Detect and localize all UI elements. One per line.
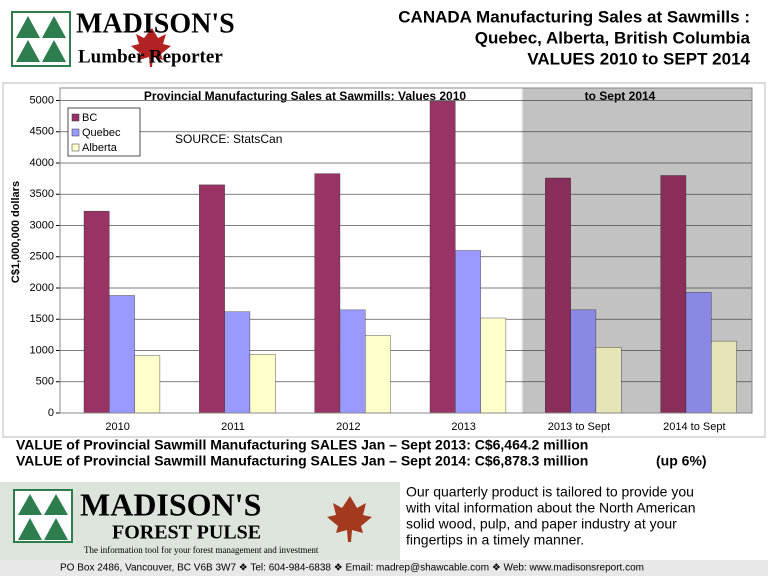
bar — [570, 309, 597, 414]
y-tick-label: 3500 — [30, 188, 54, 200]
legend-label: BC — [82, 112, 97, 124]
logo-name: MADISON'S — [76, 8, 235, 39]
bar — [314, 173, 341, 414]
bar — [480, 317, 507, 414]
banner-logo-name: MADISON'S — [80, 486, 261, 522]
bar — [711, 340, 737, 414]
banner-icon — [13, 489, 372, 543]
legend-label: Alberta — [82, 142, 118, 154]
legend-swatch — [71, 143, 80, 152]
y-tick-label: 500 — [36, 376, 54, 388]
legend-label: Quebec — [82, 127, 121, 139]
banner-blurb: solid wood, pulp, and paper industry at … — [406, 516, 677, 532]
x-tick-label: 2010 — [105, 421, 129, 433]
y-tick-label: 1500 — [30, 313, 54, 325]
banner-blurb: with vital information about the North A… — [405, 500, 695, 516]
note: VALUE of Provincial Sawmill Manufacturin… — [16, 453, 588, 469]
bar — [199, 184, 225, 414]
note: VALUE of Provincial Sawmill Manufacturin… — [16, 437, 588, 453]
banner-logo-tagline: The information tool for your forest man… — [84, 545, 319, 555]
y-tick-label: 4500 — [30, 126, 54, 138]
bar — [595, 347, 622, 414]
bar — [365, 335, 391, 414]
bar — [685, 292, 712, 414]
y-tick-label: 2000 — [30, 282, 54, 294]
x-tick-label: 2013 to Sept — [548, 421, 610, 433]
slide-title: Quebec, Alberta, British Columbia — [475, 28, 751, 47]
bar — [660, 175, 687, 414]
y-tick-label: 1000 — [30, 344, 54, 356]
legend-swatch — [71, 128, 80, 137]
x-tick-label: 2014 to Sept — [663, 421, 725, 433]
bar — [134, 355, 161, 414]
x-tick-label: 2012 — [336, 421, 360, 433]
legend-box — [67, 107, 141, 157]
note-change: (up 6%) — [656, 453, 707, 469]
footer-contact: PO Box 2486, Vancouver, BC V6B 3W7 ❖ Tel… — [60, 563, 644, 574]
plot-border — [59, 87, 753, 414]
source-note: SOURCE: StatsCan — [175, 132, 282, 146]
footer-bg — [0, 560, 768, 576]
header-logo — [11, 11, 171, 67]
banner-logo-product: FOREST PULSE — [112, 522, 261, 544]
x-tick-label: 2013 — [451, 421, 475, 433]
bar — [224, 311, 251, 414]
legend-swatch — [71, 113, 80, 122]
y-axis-label: C$1,000,000 dollars — [10, 181, 22, 283]
bar — [455, 250, 481, 414]
x-tick-label: 2011 — [221, 421, 245, 433]
bar — [339, 309, 366, 414]
bar — [109, 295, 135, 414]
chart-subtitle: to Sept 2014 — [585, 89, 656, 103]
bar — [83, 210, 110, 414]
y-tick-label: 3000 — [30, 219, 54, 231]
banner-blurb: fingertips in a timely manner. — [406, 532, 584, 548]
y-tick-label: 2500 — [30, 251, 54, 263]
y-tick-label: 0 — [48, 407, 54, 419]
bar — [249, 354, 276, 414]
shade-overlay — [521, 88, 752, 413]
y-tick-label: 5000 — [30, 94, 54, 106]
bar — [545, 177, 571, 414]
chart-title: Provincial Manufacturing Sales at Sawmil… — [144, 89, 466, 103]
bar — [429, 100, 456, 414]
slide-title: CANADA Manufacturing Sales at Sawmills : — [398, 7, 750, 26]
banner-blurb: Our quarterly product is tailored to pro… — [406, 484, 694, 500]
logo-tagline: Lumber Reporter — [78, 46, 223, 67]
slide-title: VALUES 2010 to SEPT 2014 — [527, 49, 750, 68]
y-tick-label: 4000 — [30, 157, 54, 169]
